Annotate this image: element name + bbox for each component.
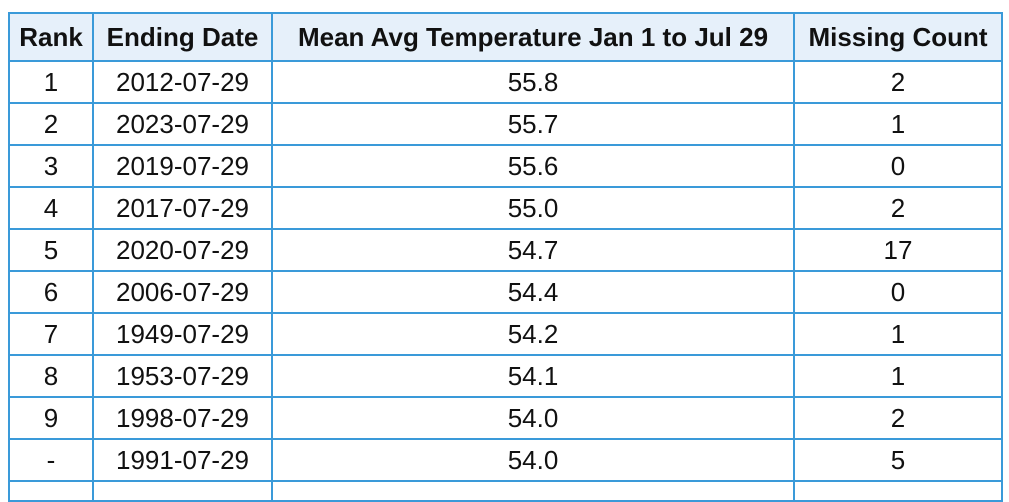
- cell-missing-count: 2: [793, 60, 1003, 104]
- cell-ending-date: 2006-07-29: [92, 270, 273, 314]
- cell-rank: 2: [8, 102, 94, 146]
- table-header-row: Rank Ending Date Mean Avg Temperature Ja…: [8, 12, 1003, 62]
- cell-missing-count: 2: [793, 186, 1003, 230]
- cell-rank: 1: [8, 60, 94, 104]
- table-row: 9 1998-07-29 54.0 2: [8, 396, 1003, 440]
- cell-rank: 4: [8, 186, 94, 230]
- cell-partial: [793, 480, 1003, 502]
- cell-partial: [271, 480, 795, 502]
- cell-missing-count: 0: [793, 270, 1003, 314]
- cell-mean-avg-temperature: 55.7: [271, 102, 795, 146]
- table-row: 1 2012-07-29 55.8 2: [8, 60, 1003, 104]
- cell-mean-avg-temperature: 54.4: [271, 270, 795, 314]
- cell-ending-date: 1998-07-29: [92, 396, 273, 440]
- cell-missing-count: 1: [793, 312, 1003, 356]
- cell-ending-date: 1949-07-29: [92, 312, 273, 356]
- column-header-missing-count[interactable]: Missing Count: [793, 12, 1003, 62]
- records-table: Rank Ending Date Mean Avg Temperature Ja…: [8, 12, 1003, 502]
- cell-ending-date: 1953-07-29: [92, 354, 273, 398]
- cell-ending-date: 1991-07-29: [92, 438, 273, 482]
- cell-mean-avg-temperature: 55.6: [271, 144, 795, 188]
- cell-ending-date: 2019-07-29: [92, 144, 273, 188]
- table-row: 7 1949-07-29 54.2 1: [8, 312, 1003, 356]
- cell-ending-date: 2017-07-29: [92, 186, 273, 230]
- cell-rank: 3: [8, 144, 94, 188]
- cell-mean-avg-temperature: 54.1: [271, 354, 795, 398]
- cell-missing-count: 0: [793, 144, 1003, 188]
- cell-missing-count: 5: [793, 438, 1003, 482]
- cell-partial: [8, 480, 94, 502]
- table-row: 5 2020-07-29 54.7 17: [8, 228, 1003, 272]
- table-row: 2 2023-07-29 55.7 1: [8, 102, 1003, 146]
- cell-missing-count: 1: [793, 354, 1003, 398]
- cell-missing-count: 2: [793, 396, 1003, 440]
- table-row: 3 2019-07-29 55.6 0: [8, 144, 1003, 188]
- cell-rank: 5: [8, 228, 94, 272]
- cell-mean-avg-temperature: 54.2: [271, 312, 795, 356]
- cell-ending-date: 2020-07-29: [92, 228, 273, 272]
- cell-mean-avg-temperature: 54.7: [271, 228, 795, 272]
- column-header-rank[interactable]: Rank: [8, 12, 94, 62]
- column-header-mean-avg-temperature[interactable]: Mean Avg Temperature Jan 1 to Jul 29: [271, 12, 795, 62]
- cell-mean-avg-temperature: 54.0: [271, 438, 795, 482]
- table-row-partial: [8, 480, 1003, 502]
- cell-ending-date: 2023-07-29: [92, 102, 273, 146]
- cell-rank: 9: [8, 396, 94, 440]
- cell-missing-count: 17: [793, 228, 1003, 272]
- table-body: 1 2012-07-29 55.8 2 2 2023-07-29 55.7 1 3 2019-07…: [8, 60, 1003, 502]
- table-row: 4 2017-07-29 55.0 2: [8, 186, 1003, 230]
- cell-mean-avg-temperature: 54.0: [271, 396, 795, 440]
- cell-missing-count: 1: [793, 102, 1003, 146]
- cell-rank: 7: [8, 312, 94, 356]
- table-row: -1991-07-29 54.0 5: [8, 438, 1003, 482]
- cell-mean-avg-temperature: 55.8: [271, 60, 795, 104]
- cell-rank: -: [8, 438, 94, 482]
- table-row: 6 2006-07-29 54.4 0: [8, 270, 1003, 314]
- cell-mean-avg-temperature: 55.0: [271, 186, 795, 230]
- cell-partial: [92, 480, 273, 502]
- cell-rank: 8: [8, 354, 94, 398]
- records-table-container: Rank Ending Date Mean Avg Temperature Ja…: [8, 12, 1003, 502]
- table-row: 8 1953-07-29 54.1 1: [8, 354, 1003, 398]
- column-header-ending-date[interactable]: Ending Date: [92, 12, 273, 62]
- cell-rank: 6: [8, 270, 94, 314]
- cell-ending-date: 2012-07-29: [92, 60, 273, 104]
